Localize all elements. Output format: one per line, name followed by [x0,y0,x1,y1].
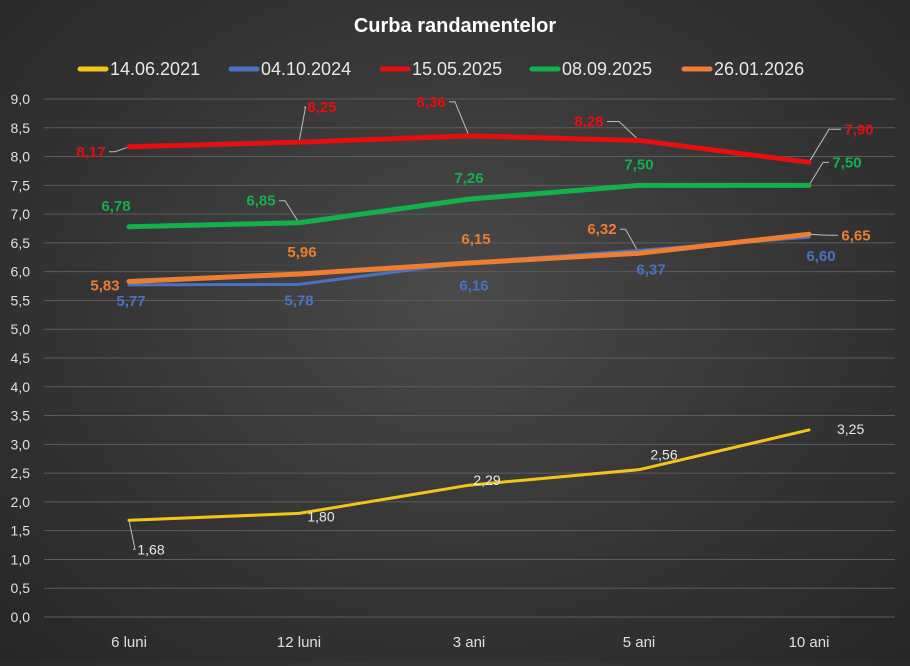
data-label: 6,60 [806,248,835,265]
y-tick-label: 6,5 [11,235,31,251]
label-leader-line [298,106,307,143]
label-leader-line [449,101,470,137]
legend-label: 14.06.2021 [110,59,200,79]
series-line [126,182,812,230]
y-tick-label: 8,0 [11,149,31,165]
data-label: 7,26 [454,170,483,187]
y-tick-label: 1,0 [11,551,31,567]
y-tick-label: 6,0 [11,264,31,280]
data-label: 1,68 [137,541,164,557]
chart-legend: 14.06.2021 04.10.2024 15.05.2025 08.09.2025… [77,59,804,79]
data-label: 7,90 [844,121,873,138]
data-label: 7,50 [832,154,861,171]
y-tick-label: 0,0 [11,609,31,625]
x-tick-label: 6 luni [111,634,147,651]
data-label: 8,17 [76,144,105,161]
data-label: 6,65 [841,227,870,244]
label-leader-line [279,200,300,224]
series-line [127,428,811,522]
label-leader-line [620,228,640,254]
data-label: 7,50 [624,156,653,173]
data-labels: 1,68 1,80 2,29 2,56 3,25 5,77 5,78 6,16 6,37 6,60… [76,94,873,557]
data-label: 2,56 [650,447,677,463]
data-label: 6,32 [587,221,616,238]
series-line [126,133,812,165]
x-axis: 6 luni 12 luni 3 ani 5 ani 10 ani [111,634,829,651]
data-label: 2,29 [473,472,500,488]
y-tick-label: 3,0 [11,436,31,452]
y-tick-label: 4,5 [11,350,31,366]
data-label: 6,15 [461,231,490,248]
x-tick-label: 12 luni [277,634,321,651]
y-tick-label: 9,0 [11,91,31,107]
data-label: 6,16 [459,277,488,294]
x-tick-label: 5 ani [623,634,656,651]
label-leader-line [607,120,640,141]
y-tick-label: 4,0 [11,379,31,395]
y-axis: 0,0 0,5 1,0 1,5 2,0 2,5 3,0 3,5 4,0 4,5 5,0 5,5 6,0 6… [11,91,31,625]
label-leader-line [808,128,841,163]
y-tick-label: 5,0 [11,321,31,337]
y-tick-label: 2,0 [11,494,31,510]
y-tick-label: 3,5 [11,408,31,424]
data-label: 8,36 [416,94,445,111]
legend-label: 08.09.2025 [562,59,652,79]
y-tick-label: 7,0 [11,206,31,222]
legend-label: 04.10.2024 [261,59,351,79]
label-leader-lines [109,101,841,550]
y-tick-label: 2,5 [11,465,31,481]
x-tick-label: 10 ani [789,634,830,651]
label-leader-line [109,146,130,153]
chart-series [126,133,812,522]
data-label: 5,96 [287,244,316,261]
data-label: 5,83 [90,277,119,294]
legend-label: 15.05.2025 [412,59,502,79]
y-tick-label: 7,5 [11,177,31,193]
y-tick-label: 0,5 [11,580,31,596]
y-tick-label: 1,5 [11,523,31,539]
label-leader-line [808,161,829,186]
y-tick-label: 8,5 [11,120,31,136]
data-label: 5,78 [284,292,313,309]
data-label: 8,28 [574,113,603,130]
data-label: 8,25 [307,99,336,116]
y-tick-label: 5,5 [11,292,31,308]
data-label: 3,25 [837,421,864,437]
label-leader-line [128,520,136,550]
data-label: 5,77 [116,293,145,310]
series-line [126,231,812,284]
data-label: 1,80 [307,508,334,524]
chart-title: Curba randamentelor [354,15,556,37]
legend-label: 26.01.2026 [714,59,804,79]
data-label: 6,37 [636,261,665,278]
data-label: 6,85 [246,193,275,210]
data-label: 6,78 [101,198,130,215]
x-tick-label: 3 ani [453,634,486,651]
label-leader-line [808,233,838,236]
